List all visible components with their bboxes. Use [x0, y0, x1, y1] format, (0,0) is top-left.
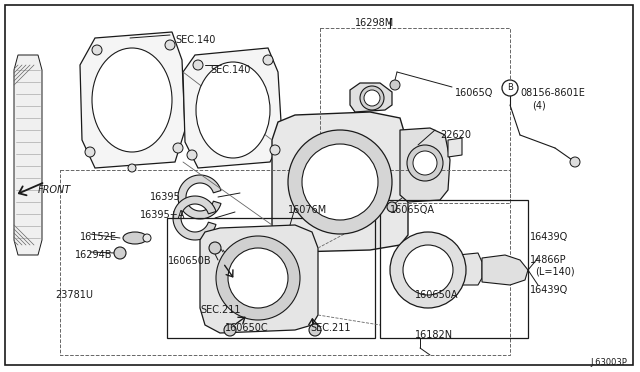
Circle shape — [390, 232, 466, 308]
Bar — [60, 170, 510, 355]
Text: (L=140): (L=140) — [535, 267, 575, 277]
Text: (4): (4) — [532, 100, 546, 110]
Circle shape — [502, 80, 518, 96]
Text: SEC.211: SEC.211 — [310, 323, 351, 333]
Circle shape — [128, 164, 136, 172]
Bar — [320, 28, 510, 203]
Circle shape — [228, 248, 288, 308]
Text: 14866P: 14866P — [530, 255, 566, 265]
Text: 160650B: 160650B — [168, 256, 212, 266]
Polygon shape — [482, 255, 528, 285]
Circle shape — [309, 324, 321, 336]
Polygon shape — [183, 48, 282, 168]
Circle shape — [263, 55, 273, 65]
Text: B: B — [507, 83, 513, 93]
Polygon shape — [400, 128, 450, 202]
Text: 16395+A: 16395+A — [140, 210, 186, 220]
Polygon shape — [14, 55, 42, 255]
Text: 16065QA: 16065QA — [390, 205, 435, 215]
Circle shape — [390, 80, 400, 90]
Text: 22620: 22620 — [440, 130, 471, 140]
Polygon shape — [448, 138, 462, 157]
Text: 16294B: 16294B — [75, 250, 113, 260]
Circle shape — [387, 202, 397, 212]
Text: 16298M: 16298M — [355, 18, 394, 28]
Circle shape — [364, 90, 380, 106]
Circle shape — [570, 157, 580, 167]
Circle shape — [302, 144, 378, 220]
Text: 23781U: 23781U — [55, 290, 93, 300]
Ellipse shape — [123, 232, 147, 244]
Circle shape — [193, 60, 203, 70]
Text: 16439Q: 16439Q — [530, 232, 568, 242]
Text: FRONT: FRONT — [38, 185, 71, 195]
Polygon shape — [350, 83, 392, 112]
Circle shape — [85, 147, 95, 157]
Text: 160650C: 160650C — [225, 323, 269, 333]
Polygon shape — [200, 225, 318, 333]
Text: 16152E: 16152E — [80, 232, 117, 242]
Ellipse shape — [92, 48, 172, 152]
Ellipse shape — [196, 62, 270, 158]
Circle shape — [288, 130, 392, 234]
Circle shape — [360, 86, 384, 110]
Text: J.63003P: J.63003P — [590, 358, 627, 367]
Circle shape — [216, 236, 300, 320]
Polygon shape — [173, 196, 216, 240]
Circle shape — [187, 150, 197, 160]
Circle shape — [165, 40, 175, 50]
Circle shape — [407, 145, 443, 181]
Text: SEC.211: SEC.211 — [200, 305, 241, 315]
Text: 08156-8601E: 08156-8601E — [520, 88, 585, 98]
Circle shape — [114, 247, 126, 259]
Polygon shape — [272, 112, 408, 252]
Text: 16395: 16395 — [150, 192, 180, 202]
Text: 16076M: 16076M — [288, 205, 327, 215]
Text: SEC.140: SEC.140 — [210, 65, 250, 75]
Polygon shape — [80, 32, 185, 168]
Circle shape — [92, 45, 102, 55]
Ellipse shape — [143, 234, 151, 242]
Polygon shape — [178, 175, 221, 219]
Text: 16182N: 16182N — [415, 330, 453, 340]
Bar — [167, 218, 375, 338]
Text: 16065Q: 16065Q — [455, 88, 493, 98]
Polygon shape — [458, 253, 482, 285]
Circle shape — [173, 143, 183, 153]
Circle shape — [413, 151, 437, 175]
Bar — [380, 200, 528, 338]
Circle shape — [209, 242, 221, 254]
Circle shape — [403, 245, 453, 295]
Circle shape — [270, 145, 280, 155]
Circle shape — [224, 324, 236, 336]
Text: 160650A: 160650A — [415, 290, 458, 300]
Text: SEC.140: SEC.140 — [175, 35, 216, 45]
Text: 16439Q: 16439Q — [530, 285, 568, 295]
